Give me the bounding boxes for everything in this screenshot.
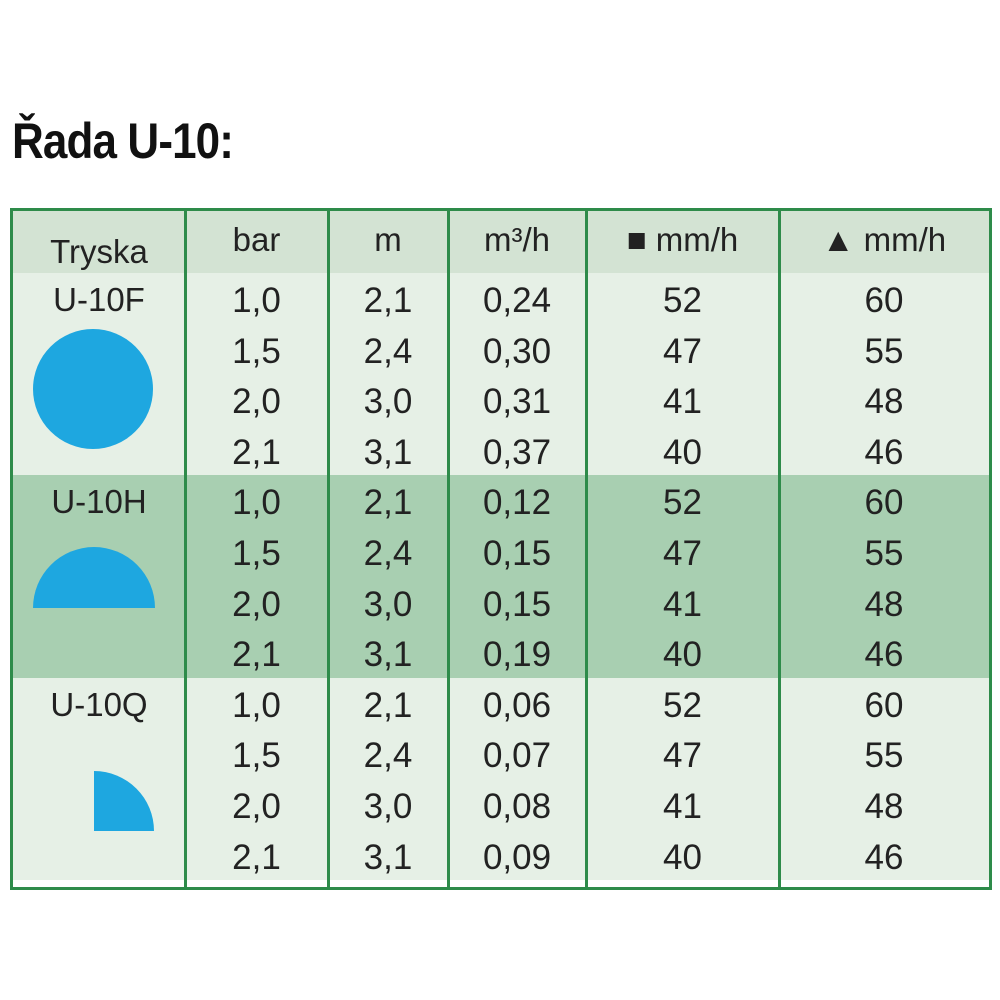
value-cell: 40 — [663, 837, 702, 877]
value-cell: 40 — [663, 432, 702, 472]
column-divider — [327, 211, 330, 887]
value-cell: 2,1 — [232, 432, 281, 472]
value-cell: 0,08 — [482, 787, 552, 826]
value-cell: 0,12 — [482, 483, 552, 523]
value-cell: 0,15 — [482, 584, 552, 624]
value-cell: 1,5 — [232, 534, 281, 573]
value-cell: 60 — [864, 483, 904, 523]
value-cell: 47 — [663, 534, 702, 573]
title: Řada U-10: — [12, 113, 234, 169]
value-cell: 0,15 — [482, 534, 552, 573]
table: Tryska bar m m³/h ■ mm/h ▲ mm/h U-10F 1,0 2,1 0,2… — [10, 208, 992, 890]
value-cell: 41 — [663, 787, 702, 826]
header-cell: Tryska — [50, 233, 148, 270]
column-divider — [778, 211, 781, 887]
value-cell: 48 — [864, 382, 904, 422]
value-cell: 55 — [864, 534, 904, 573]
value-cell: 0,06 — [482, 685, 552, 725]
column-divider — [184, 211, 187, 887]
value-cell: 2,4 — [363, 331, 413, 371]
column-divider — [585, 211, 588, 887]
value-cell: 3,0 — [363, 787, 413, 826]
half-circle-icon — [33, 547, 155, 608]
value-cell: 2,0 — [232, 382, 281, 422]
value-cell: 1,5 — [232, 736, 281, 776]
value-cell: 2,1 — [363, 281, 413, 320]
value-cell: 2,4 — [363, 534, 413, 573]
value-cell: 48 — [864, 787, 904, 826]
value-cell: 1,0 — [232, 281, 281, 320]
value-cell: 55 — [864, 331, 904, 371]
value-cell: 47 — [663, 331, 702, 371]
header-cell: ■ mm/h — [626, 221, 739, 258]
value-cell: 55 — [864, 736, 904, 776]
value-cell: 1,5 — [232, 331, 281, 371]
header-cell: ▲ mm/h — [821, 221, 947, 258]
value-cell: 52 — [663, 281, 702, 320]
header-cell: m³/h — [484, 221, 550, 258]
nozzle-name: U-10H — [51, 483, 147, 521]
nozzle-name: U-10Q — [50, 685, 148, 723]
value-cell: 1,0 — [232, 483, 281, 523]
quarter-circle-icon — [94, 771, 154, 831]
value-cell: 0,07 — [482, 736, 552, 776]
value-cell: 3,1 — [363, 432, 413, 472]
group-bg — [13, 677, 989, 881]
value-cell: 0,31 — [482, 382, 552, 422]
group-bg — [13, 273, 989, 476]
value-cell: 3,0 — [363, 584, 413, 624]
header-cell: m — [374, 221, 402, 258]
value-cell: 60 — [864, 685, 904, 725]
value-cell: 48 — [864, 584, 904, 624]
value-cell: 0,37 — [482, 432, 552, 472]
value-cell: 52 — [663, 685, 702, 725]
value-cell: 2,1 — [232, 635, 281, 675]
value-cell: 1,0 — [232, 685, 281, 725]
value-cell: 2,1 — [363, 483, 413, 523]
value-cell: 0,09 — [482, 837, 552, 877]
value-cell: 47 — [663, 736, 702, 776]
value-cell: 0,19 — [482, 635, 552, 675]
nozzle-name: U-10F — [53, 281, 145, 318]
value-cell: 46 — [864, 635, 904, 675]
column-divider — [447, 211, 450, 887]
value-cell: 60 — [864, 281, 904, 320]
value-cell: 0,30 — [482, 331, 552, 371]
value-cell: 3,0 — [363, 382, 413, 422]
header-bg — [13, 211, 989, 273]
value-cell: 52 — [663, 483, 702, 523]
value-cell: 2,4 — [363, 736, 413, 776]
group-bg — [13, 475, 989, 678]
value-cell: 41 — [663, 382, 702, 422]
full-circle-icon — [33, 329, 153, 449]
value-cell: 3,1 — [363, 635, 413, 675]
value-cell: 2,0 — [232, 584, 281, 624]
value-cell: 40 — [663, 635, 702, 675]
value-cell: 0,24 — [482, 281, 552, 320]
header-cell: bar — [232, 221, 281, 258]
value-cell: 2,1 — [363, 685, 413, 725]
value-cell: 41 — [663, 584, 702, 624]
value-cell: 46 — [864, 837, 904, 877]
value-cell: 3,1 — [363, 837, 413, 877]
value-cell: 2,1 — [232, 837, 281, 877]
value-cell: 46 — [864, 432, 904, 472]
value-cell: 2,0 — [232, 787, 281, 826]
